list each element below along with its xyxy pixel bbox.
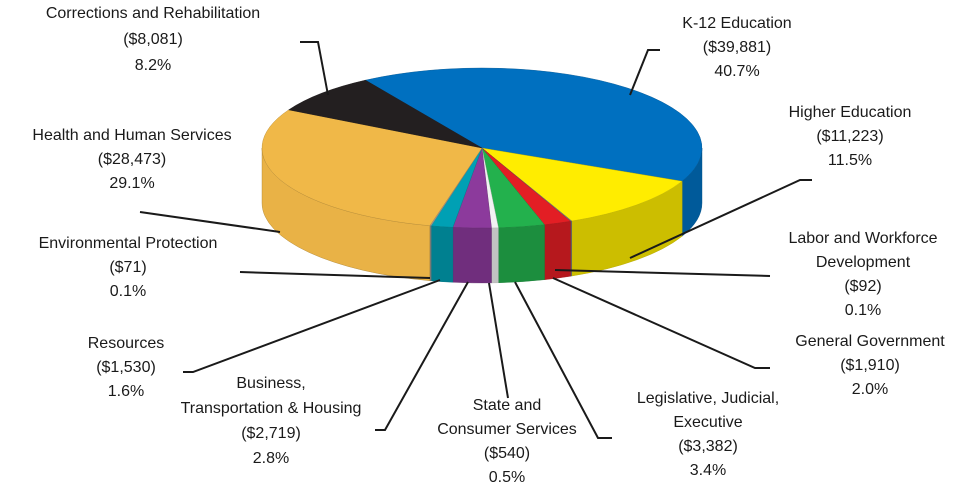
leader-line bbox=[488, 282, 509, 399]
amount-label: ($28,473) bbox=[98, 151, 167, 168]
category-label: Health and Human Services bbox=[32, 127, 231, 144]
slice-label: State and Consumer Services ($540) 0.5% bbox=[437, 397, 577, 486]
label-line: K-12 Education bbox=[682, 15, 791, 32]
pie-tops bbox=[261, 67, 703, 229]
leader-line bbox=[514, 281, 612, 439]
percent-label: 0.5% bbox=[489, 469, 525, 486]
slice-label: Higher Education ($11,223) 11.5% bbox=[789, 104, 912, 169]
leader-line bbox=[554, 269, 771, 277]
label-line: State and bbox=[473, 397, 542, 414]
amount-label: ($2,719) bbox=[241, 425, 301, 442]
percent-label: 2.0% bbox=[852, 381, 888, 398]
label-line: General Government bbox=[795, 333, 945, 350]
percent-label: 0.1% bbox=[110, 283, 146, 300]
slice bbox=[364, 67, 703, 182]
category-label: State and Consumer Services bbox=[437, 397, 577, 438]
amount-label: ($3,382) bbox=[678, 438, 738, 455]
percent-label: 11.5% bbox=[828, 152, 872, 169]
slice-label: K-12 Education ($39,881) 40.7% bbox=[682, 15, 791, 80]
leader-line bbox=[239, 271, 431, 279]
slice-side bbox=[430, 225, 454, 283]
amount-label: ($540) bbox=[484, 445, 530, 462]
percent-label: 1.6% bbox=[108, 383, 144, 400]
label-line: Labor and Workforce bbox=[788, 230, 937, 247]
amount-label: ($11,223) bbox=[816, 128, 883, 145]
percent-label: 0.1% bbox=[845, 302, 881, 319]
slice bbox=[288, 79, 483, 149]
slice-side bbox=[452, 227, 492, 284]
category-label: Business, Transportation & Housing bbox=[181, 375, 362, 417]
category-label: General Government bbox=[795, 333, 945, 350]
slice-label: Environmental Protection ($71) 0.1% bbox=[39, 235, 218, 300]
label-line: Higher Education bbox=[789, 104, 912, 121]
category-label: K-12 Education bbox=[682, 15, 791, 32]
amount-label: ($39,881) bbox=[703, 39, 772, 56]
label-line: Business, bbox=[236, 375, 305, 392]
label-line: Health and Human Services bbox=[32, 127, 231, 144]
category-label: Environmental Protection bbox=[39, 235, 218, 252]
slice bbox=[261, 109, 483, 226]
label-line: Corrections and Rehabilitation bbox=[46, 5, 260, 22]
slice-label: Corrections and Rehabilitation ($8,081) 8.… bbox=[46, 5, 260, 74]
leader-line bbox=[552, 277, 770, 369]
percent-label: 40.7% bbox=[714, 63, 759, 80]
amount-label: ($92) bbox=[844, 278, 881, 295]
leader-line bbox=[629, 49, 660, 96]
category-label: Resources bbox=[88, 335, 164, 352]
slice-label: Legislative, Judicial, Executive ($3,382) 3… bbox=[637, 390, 779, 479]
label-line: Resources bbox=[88, 335, 164, 352]
label-line: Consumer Services bbox=[437, 421, 577, 438]
category-label: Legislative, Judicial, Executive bbox=[637, 390, 779, 431]
slice-side bbox=[429, 225, 432, 282]
label-line: Environmental Protection bbox=[39, 235, 218, 252]
slice-side bbox=[491, 227, 499, 284]
category-label: Corrections and Rehabilitation bbox=[46, 5, 260, 22]
slice-label: Resources ($1,530) 1.6% bbox=[88, 335, 164, 400]
amount-label: ($71) bbox=[109, 259, 146, 276]
leader-line bbox=[183, 279, 441, 373]
label-line: Development bbox=[816, 254, 911, 271]
label-line: Legislative, Judicial, bbox=[637, 390, 779, 407]
percent-label: 2.8% bbox=[253, 450, 289, 467]
label-line: Transportation & Housing bbox=[181, 400, 362, 417]
slice-label: General Government ($1,910) 2.0% bbox=[795, 333, 945, 398]
slice-label: Labor and Workforce Development ($92) 0.1% bbox=[788, 230, 937, 319]
category-label: Labor and Workforce Development bbox=[788, 230, 937, 271]
amount-label: ($1,910) bbox=[840, 357, 900, 374]
amount-label: ($1,530) bbox=[96, 359, 156, 376]
leader-line bbox=[139, 211, 281, 233]
category-label: Higher Education bbox=[789, 104, 912, 121]
slice-label: Business, Transportation & Housing ($2,719… bbox=[181, 375, 362, 467]
percent-label: 8.2% bbox=[135, 57, 171, 74]
slice-label: Health and Human Services ($28,473) 29.1% bbox=[32, 127, 231, 192]
slice-side bbox=[498, 224, 545, 283]
percent-label: 3.4% bbox=[690, 462, 726, 479]
leader-line bbox=[300, 41, 329, 96]
label-line: Executive bbox=[673, 414, 742, 431]
amount-label: ($8,081) bbox=[123, 31, 183, 48]
leader-line bbox=[629, 179, 812, 259]
pie-sides bbox=[261, 147, 703, 284]
percent-label: 29.1% bbox=[109, 175, 154, 192]
slice bbox=[481, 147, 683, 222]
leader-line bbox=[375, 281, 469, 431]
